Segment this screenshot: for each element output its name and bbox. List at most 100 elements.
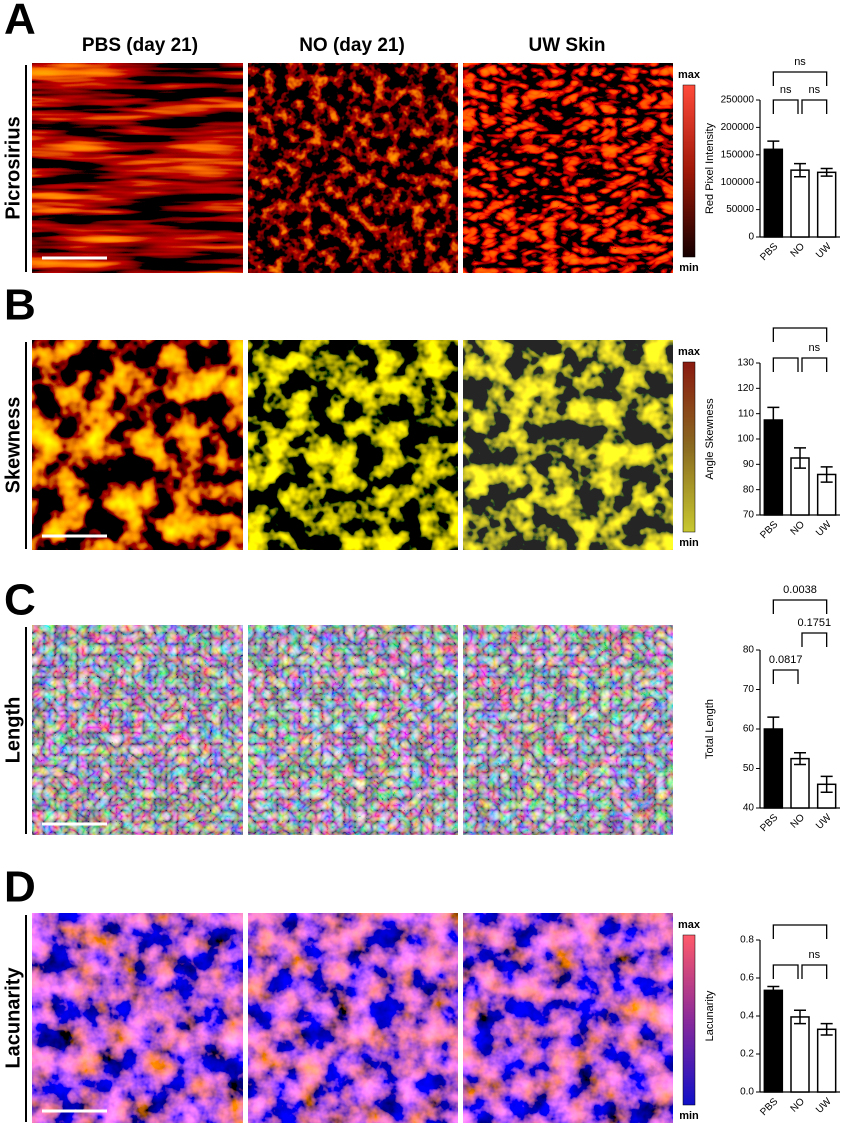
y-axis-label: Total Length (704, 699, 716, 759)
comparison-label: ns (809, 949, 821, 961)
comparison-bracket (772, 669, 799, 684)
y-tick-label: 0.6 (740, 973, 754, 984)
y-tick-label: 80 (743, 645, 755, 656)
error-bar (820, 775, 833, 793)
y-tick-label: 60 (743, 724, 755, 735)
bar (763, 419, 784, 516)
panel-letter: C (4, 576, 36, 625)
error-bar (794, 162, 806, 178)
colorbar-label: max (678, 69, 701, 81)
error-bar (820, 1022, 833, 1036)
y-tick-label: 250000 (721, 95, 755, 106)
comparison-label: ns (794, 56, 806, 68)
error-bar (794, 1009, 806, 1025)
y-tick-label: 0.2 (740, 1049, 754, 1060)
y-axis-label: Angle Skewness (704, 398, 716, 480)
bar (790, 1016, 810, 1093)
y-tick-label: 0 (748, 232, 754, 243)
panel-letter: D (4, 863, 36, 912)
colorbar-label: min (679, 537, 699, 549)
y-tick-label: 100000 (721, 177, 755, 188)
error-bar (767, 716, 780, 742)
y-tick-label: 110 (738, 408, 754, 419)
comparison-label: ns (809, 84, 821, 96)
error-bar (767, 140, 780, 159)
column-title: NO (day 21) (299, 35, 405, 56)
y-tick-label: 70 (743, 684, 755, 695)
y-tick-label: 80 (743, 484, 755, 495)
bar (816, 171, 837, 238)
colorbar-label: min (679, 262, 699, 274)
micrographs (32, 63, 673, 1123)
comparison-label: 0.0817 (769, 654, 803, 666)
y-tick-label: 40 (743, 803, 755, 814)
row-label: Lacunarity (2, 967, 24, 1069)
x-tick-label: UW (814, 519, 834, 539)
comparison-bracket (772, 99, 799, 114)
error-bar (794, 447, 806, 469)
colorbar-label: max (678, 346, 701, 358)
comparison-bracket (801, 99, 828, 114)
comparison-label: ns (780, 84, 792, 96)
y-axis-label: Red Pixel Intensity (704, 122, 716, 214)
bar (790, 169, 810, 238)
y-tick-label: 130 (737, 358, 754, 369)
error-bar (767, 985, 780, 995)
comparison-bracket (772, 327, 828, 342)
bar (816, 1028, 837, 1093)
y-tick-label: 0.0 (740, 1087, 754, 1098)
panel-letter: B (4, 281, 36, 330)
comparison-label: 0.0038 (783, 584, 817, 596)
y-tick-label: 50 (743, 763, 755, 774)
panel-letter: A (4, 0, 36, 44)
x-tick-label: PBS (758, 1096, 780, 1118)
comparison-bracket (772, 599, 828, 614)
x-tick-label: NO (789, 1096, 808, 1115)
y-tick-label: 100 (737, 434, 754, 445)
comparison-bracket (772, 71, 828, 86)
scale-bars (42, 256, 107, 1113)
x-tick-label: UW (814, 241, 834, 261)
y-tick-label: 0.4 (740, 1011, 754, 1022)
bar (763, 989, 784, 1093)
row-label: Picrosirius (2, 116, 24, 219)
x-tick-label: NO (789, 812, 808, 831)
x-tick-label: UW (814, 1096, 834, 1116)
x-tick-label: PBS (758, 241, 780, 263)
comparison-bracket (801, 632, 828, 647)
y-tick-label: 0.8 (740, 935, 754, 946)
bar (763, 148, 784, 238)
comparison-bracket (801, 357, 828, 372)
y-tick-label: 70 (743, 510, 755, 521)
y-tick-label: 150000 (721, 149, 755, 160)
column-title: PBS (day 21) (82, 35, 198, 56)
colorbar-label: min (679, 1110, 699, 1122)
comparison-label: 0.1751 (798, 617, 832, 629)
y-tick-label: 50000 (726, 204, 754, 215)
error-bar (767, 406, 780, 434)
error-bar (820, 466, 833, 483)
row-label: Skewness (2, 397, 24, 494)
y-tick-label: 120 (737, 383, 754, 394)
x-tick-label: PBS (758, 812, 780, 834)
x-tick-label: NO (789, 241, 808, 260)
colorbar (682, 84, 696, 258)
x-tick-label: UW (814, 812, 834, 832)
column-title: UW Skin (528, 35, 605, 56)
colorbar (682, 934, 696, 1106)
comparison-label: ns (809, 342, 821, 354)
comparison-bracket (772, 964, 799, 979)
colorbar (682, 361, 696, 533)
comparison-bracket (801, 964, 828, 979)
row-label: Length (2, 697, 24, 764)
x-tick-label: NO (789, 519, 808, 538)
y-axis-label: Lacunarity (704, 990, 716, 1041)
colorbar-label: max (678, 919, 701, 931)
y-tick-label: 200000 (721, 122, 755, 133)
x-tick-label: PBS (758, 519, 780, 541)
comparison-bracket (772, 924, 828, 939)
y-tick-label: 90 (743, 459, 755, 470)
bar (790, 757, 810, 809)
